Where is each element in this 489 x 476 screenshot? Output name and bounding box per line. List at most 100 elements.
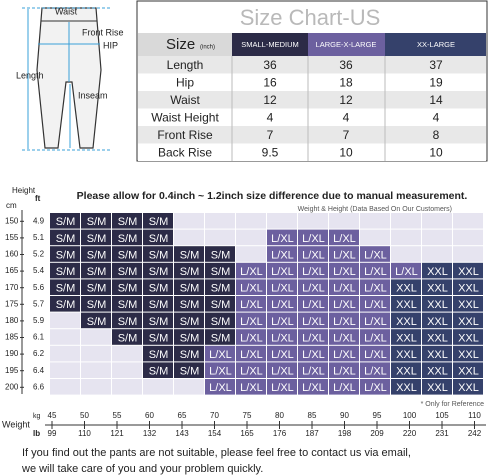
size-cell-label: L/XL (364, 366, 387, 378)
weight-lb: 187 (305, 429, 319, 438)
size-cell-label: L/XL (364, 349, 387, 361)
size-cell (298, 213, 328, 229)
height-ft: 4.9 (33, 216, 45, 225)
cm-label: cm (6, 201, 17, 210)
size-cell (236, 246, 266, 262)
table-value: 9.5 (262, 145, 279, 159)
diagram-label: Front Rise (82, 27, 124, 37)
height-cm: 150 (5, 216, 19, 225)
size-cell-label: L/XL (240, 382, 263, 394)
size-cell (143, 345, 173, 362)
size-cell (453, 312, 483, 329)
weight-lb: 132 (143, 429, 157, 438)
size-cell-label: S/M (180, 283, 200, 295)
size-cell (50, 362, 80, 378)
row-bg (138, 73, 486, 91)
size-cell-label: S/M (149, 332, 169, 344)
table-value: 4 (433, 110, 440, 124)
weight-lb: 121 (110, 429, 124, 438)
size-cell (267, 213, 297, 229)
size-cell (391, 362, 421, 378)
footer-line: we will take care of you and your proble… (21, 463, 263, 475)
size-cell-label: S/M (87, 266, 107, 278)
size-cell (360, 296, 390, 312)
size-cell-label: L/XL (240, 283, 263, 295)
size-cell (360, 362, 390, 378)
row-bg (138, 91, 486, 109)
size-cell-label: XXL (427, 299, 448, 311)
size-cell (391, 312, 421, 329)
table-value: 37 (429, 58, 443, 72)
kg-label: kg (33, 413, 41, 420)
size-cell (236, 362, 266, 378)
size-cell (298, 279, 328, 295)
size-cell-label: L/XL (209, 349, 232, 361)
size-cell (422, 345, 452, 362)
weight-lb: 110 (78, 429, 91, 438)
table-value: 12 (339, 93, 353, 107)
size-cell-label: S/M (180, 266, 200, 278)
size-cell (453, 379, 483, 395)
weight-lb: 242 (468, 429, 482, 438)
size-cell (453, 296, 483, 312)
size-cell (236, 312, 266, 329)
size-cell (205, 345, 235, 362)
size-cell-label: L/XL (271, 382, 294, 394)
size-cell-label: S/M (87, 216, 107, 228)
table-value: 14 (429, 93, 443, 107)
size-cell (174, 246, 204, 262)
size-cell (422, 312, 452, 329)
size-cell (143, 296, 173, 312)
size-cell (422, 379, 452, 395)
size-cell (81, 262, 111, 279)
size-cell-label: S/M (180, 249, 200, 261)
size-cell-label: L/XL (240, 299, 263, 311)
size-cell (143, 229, 173, 246)
size-cell (143, 262, 173, 279)
weight-kg: 50 (80, 411, 89, 420)
size-cell-label: S/M (149, 316, 169, 328)
size-cell-label: S/M (149, 233, 169, 245)
height-ft: 6.6 (33, 382, 45, 391)
size-cell (81, 229, 111, 246)
size-cell (329, 296, 359, 312)
size-cell (81, 213, 111, 229)
height-ft: 6.1 (33, 333, 45, 342)
row-label: Length (167, 58, 204, 72)
size-cell-label: L/XL (302, 249, 325, 261)
height-ft: 5.1 (33, 233, 45, 242)
size-cell (391, 329, 421, 345)
column-header: XX-LARGE (417, 40, 455, 49)
row-bg (138, 126, 486, 144)
size-cell (174, 229, 204, 246)
weight-kg: 45 (48, 411, 57, 420)
size-cell-label: S/M (149, 366, 169, 378)
size-cell-label: L/XL (364, 299, 387, 311)
size-cell (205, 312, 235, 329)
size-cell-label: S/M (180, 299, 200, 311)
size-cell-label: XXL (458, 266, 479, 278)
size-cell-label: S/M (118, 316, 138, 328)
size-cell (50, 262, 80, 279)
size-cell-label: L/XL (302, 233, 325, 245)
size-cell-label: S/M (118, 299, 138, 311)
size-cell (360, 379, 390, 395)
size-cell (112, 279, 142, 295)
size-cell-label: L/XL (271, 332, 294, 344)
size-cell-label: L/XL (302, 283, 325, 295)
table-title: Size Chart-US (240, 5, 381, 30)
size-cell-label: L/XL (302, 266, 325, 278)
size-cell-label: S/M (211, 249, 231, 261)
size-cell (329, 379, 359, 395)
size-cell-label: S/M (180, 349, 200, 361)
size-cell (267, 279, 297, 295)
row-label: Waist Height (151, 110, 219, 124)
size-cell-label: L/XL (271, 283, 294, 295)
size-cell (422, 262, 452, 279)
size-cell-label: L/XL (364, 382, 387, 394)
table-value: 12 (263, 93, 277, 107)
size-cell-label: S/M (211, 299, 231, 311)
size-cell (112, 329, 142, 345)
size-cell-label: XXL (458, 382, 479, 394)
size-cell (81, 362, 111, 378)
